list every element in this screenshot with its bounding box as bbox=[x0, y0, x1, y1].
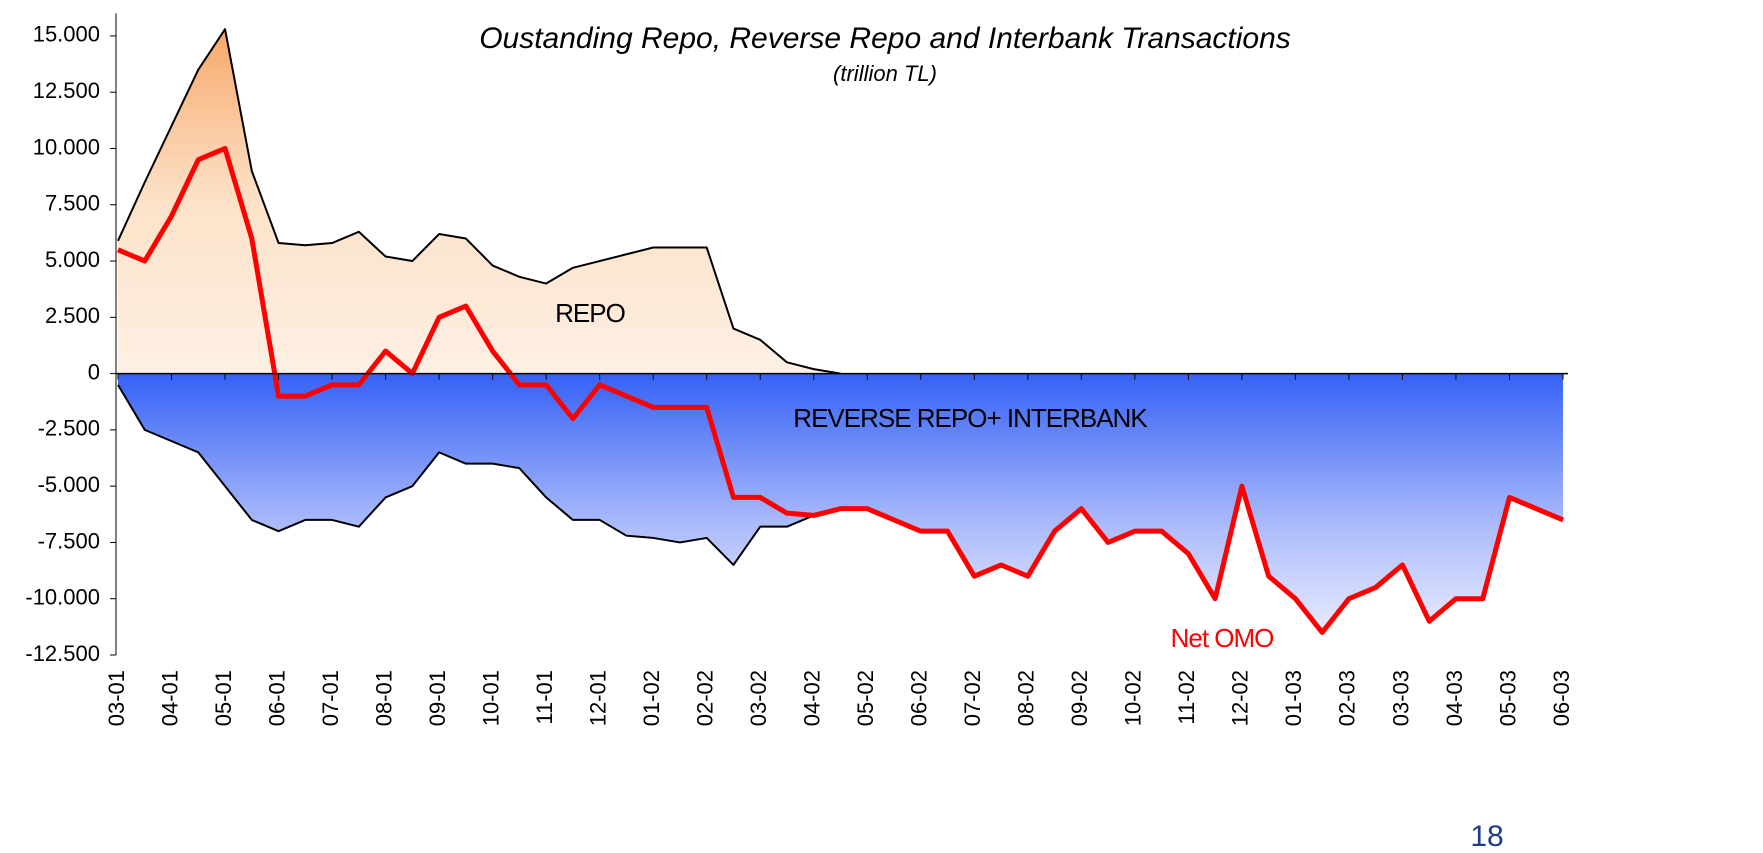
chart-title: Oustanding Repo, Reverse Repo and Interb… bbox=[479, 22, 1291, 55]
y-tick-label: -2.500 bbox=[38, 416, 100, 441]
series-label: REVERSE REPO+ INTERBANK bbox=[793, 403, 1148, 433]
area bbox=[118, 373, 1563, 633]
x-tick-label: 12-01 bbox=[585, 670, 610, 726]
x-tick-label: 10-01 bbox=[478, 670, 503, 726]
x-tick-label: 09-02 bbox=[1067, 670, 1092, 726]
y-tick-label: -7.500 bbox=[38, 528, 100, 553]
y-tick-label: 15.000 bbox=[33, 22, 100, 47]
x-tick-label: 01-02 bbox=[639, 670, 664, 726]
line bbox=[117, 145, 1564, 635]
y-tick-label: 5.000 bbox=[45, 247, 100, 272]
chart-subtitle: (trillion TL) bbox=[833, 61, 937, 86]
y-tick-label: 12.500 bbox=[33, 78, 100, 103]
x-tick-label: 04-03 bbox=[1442, 670, 1467, 726]
x-tick-label: 04-01 bbox=[157, 670, 182, 726]
x-tick-label: 06-03 bbox=[1549, 670, 1574, 726]
x-tick-label: 06-02 bbox=[907, 670, 932, 726]
area bbox=[118, 29, 841, 374]
x-tick-label: 11-02 bbox=[1174, 670, 1199, 725]
x-tick-label: 02-02 bbox=[693, 670, 718, 726]
x-tick-label: 01-03 bbox=[1281, 670, 1306, 726]
x-tick-label: 07-02 bbox=[960, 670, 985, 726]
y-tick-label: -5.000 bbox=[38, 472, 100, 497]
series-label: Net OMO bbox=[1171, 623, 1274, 653]
page-number: 18 bbox=[1470, 820, 1503, 853]
x-tick-label: 03-02 bbox=[746, 670, 771, 726]
x-tick-label: 06-01 bbox=[264, 670, 289, 726]
x-tick-label: 12-02 bbox=[1228, 670, 1253, 726]
x-tick-label: 09-01 bbox=[425, 670, 450, 726]
x-tick-label: 02-03 bbox=[1335, 670, 1360, 726]
y-tick-label: 2.500 bbox=[45, 303, 100, 328]
x-tick-label: 08-02 bbox=[1014, 670, 1039, 726]
x-tick-label: 07-01 bbox=[318, 670, 343, 726]
y-tick-label: 10.000 bbox=[33, 134, 100, 159]
x-tick-label: 08-01 bbox=[371, 670, 396, 726]
x-tick-label: 04-02 bbox=[800, 670, 825, 726]
y-tick-label: -12.500 bbox=[25, 641, 100, 666]
x-tick-label: 05-02 bbox=[853, 670, 878, 726]
x-tick-label: 03-03 bbox=[1388, 670, 1413, 726]
x-tick-label: 11-01 bbox=[532, 670, 557, 725]
y-tick-label: 0 bbox=[88, 359, 100, 384]
y-tick-label: 7.500 bbox=[45, 191, 100, 216]
series-label: REPO bbox=[555, 298, 625, 328]
x-tick-label: 03-01 bbox=[104, 670, 129, 726]
y-tick-label: -10.000 bbox=[25, 585, 100, 610]
x-tick-label: 10-02 bbox=[1121, 670, 1146, 726]
line bbox=[117, 28, 841, 375]
x-tick-label: 05-03 bbox=[1495, 670, 1520, 726]
x-tick-label: 05-01 bbox=[211, 670, 236, 726]
